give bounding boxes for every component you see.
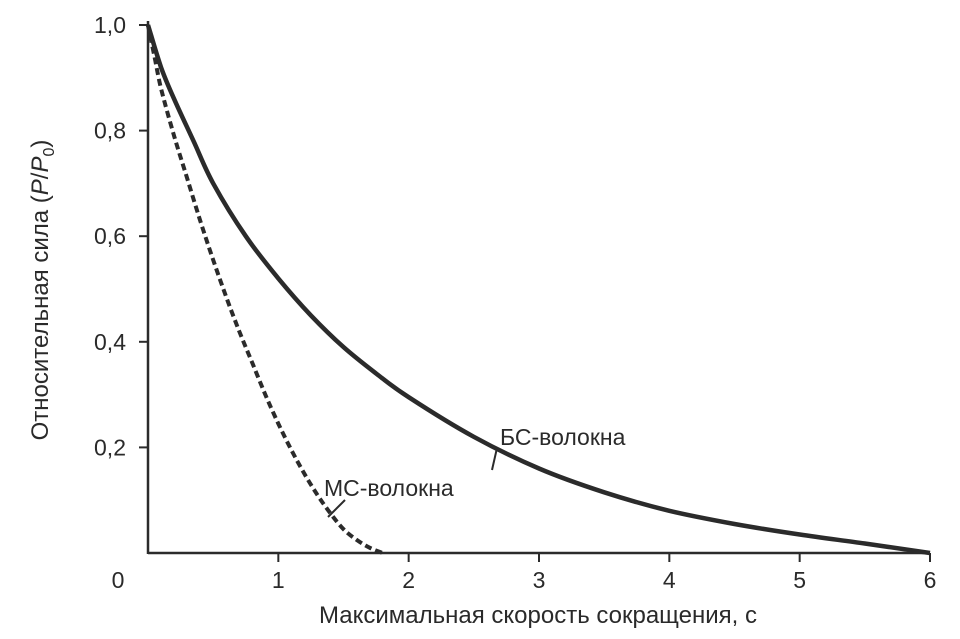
y-tick-label: 0,4 xyxy=(94,329,126,355)
series-annotations: БС-волокна МС-волокна xyxy=(324,424,626,518)
series-line-ms-fibers xyxy=(146,24,384,555)
x-tick-label: 3 xyxy=(533,567,546,593)
x-tick-label: 1 xyxy=(272,567,285,593)
x-tick-label: 0 xyxy=(112,567,125,593)
x-tick-label: 2 xyxy=(402,567,415,593)
series-line-bs-fibers xyxy=(145,24,931,556)
y-axis-title: Относительная сила (P/P0) xyxy=(27,140,58,441)
x-tick-label: 5 xyxy=(793,567,806,593)
y-axis-title-p0: P xyxy=(27,157,54,173)
y-axis-title-slash: / xyxy=(27,172,54,179)
bs-fibers-leader-line xyxy=(491,447,498,471)
y-tick-label: 0,8 xyxy=(94,118,126,144)
x-tick-label: 6 xyxy=(924,567,937,593)
y-axis-title-main: Относительная сила ( xyxy=(27,195,54,440)
y-axis-title-subscript: 0 xyxy=(41,148,58,157)
y-axis-title-close: ) xyxy=(27,140,54,148)
y-tick-label: 0,6 xyxy=(94,223,126,249)
y-tick-label: 0,2 xyxy=(94,434,126,460)
x-axis-title: Максимальная скорость сокращения, с xyxy=(319,602,757,629)
bs-fibers-label: БС-волокна xyxy=(500,424,626,450)
x-tick-label: 4 xyxy=(663,567,676,593)
y-axis-title-p: P xyxy=(27,179,54,195)
x-ticks: 0 1 2 3 4 5 6 xyxy=(112,553,937,593)
ms-fibers-leader-line xyxy=(327,499,346,518)
series-lines xyxy=(145,24,931,556)
y-ticks: 0,2 0,4 0,6 0,8 1,0 xyxy=(94,12,148,460)
y-tick-label: 1,0 xyxy=(94,12,126,38)
ms-fibers-label: МС-волокна xyxy=(324,475,454,501)
